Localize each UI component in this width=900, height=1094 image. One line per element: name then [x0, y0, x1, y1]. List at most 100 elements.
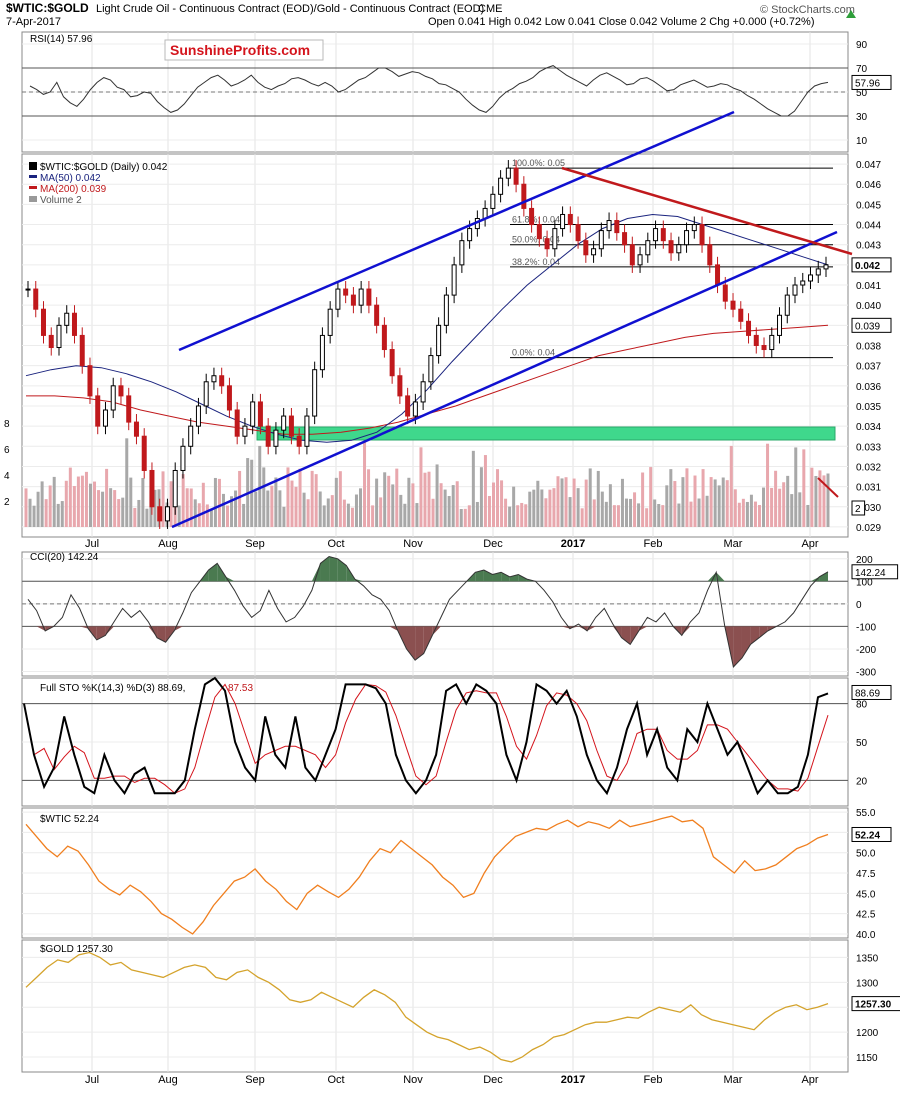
candle-body	[374, 304, 380, 326]
volume-bar	[294, 486, 298, 527]
candle-body	[567, 213, 573, 226]
month-label: Nov	[403, 1074, 423, 1086]
volume-bar	[234, 490, 238, 527]
volume-bar	[141, 478, 145, 527]
price-tick: 0.037	[856, 362, 881, 373]
cci-tick: -200	[856, 645, 876, 656]
candle-body	[33, 288, 39, 310]
volume-bar	[604, 501, 608, 527]
volume-bar	[633, 492, 637, 527]
volume-bar	[282, 506, 286, 527]
volume-bar	[766, 443, 770, 527]
volume-bar	[629, 498, 633, 527]
candle-body	[521, 183, 527, 209]
month-label: Mar	[724, 1074, 743, 1086]
candle-body	[622, 232, 628, 246]
candle-body	[242, 425, 248, 437]
volume-bar	[193, 499, 197, 527]
volume-bar	[310, 470, 314, 527]
candle-body	[195, 405, 201, 427]
sto-tick: 80	[856, 700, 868, 711]
candle-body	[296, 435, 302, 447]
sto-d-line	[23, 683, 829, 794]
candle-body	[451, 264, 457, 296]
price-tick: 0.030	[856, 503, 881, 514]
month-label: Apr	[801, 1074, 818, 1086]
volume-bar	[709, 477, 713, 527]
candle-body	[552, 228, 558, 250]
volume-bar	[685, 468, 689, 527]
candle-body	[219, 375, 225, 387]
cci-pos-fill	[217, 563, 226, 582]
rsi-tick: 70	[856, 64, 868, 75]
cci-neg-fill	[741, 626, 751, 658]
candle-body	[234, 409, 240, 437]
volume-bar	[528, 491, 532, 527]
volume-bar	[205, 504, 209, 527]
volume-bar	[467, 505, 471, 527]
sto-title: Full STO %K(14,3) %D(3) 88.69,	[40, 683, 185, 694]
volume-bar	[326, 498, 330, 527]
volume-bar	[572, 478, 576, 527]
candle-body	[397, 375, 403, 397]
gold-badge-box	[851, 996, 900, 1012]
volume-bar	[137, 499, 141, 527]
candle-body	[653, 228, 659, 242]
volume-bar	[786, 475, 790, 527]
fib-label: 0.0%: 0.04	[512, 348, 555, 358]
volume-badge-box	[851, 500, 866, 516]
volume-bar	[60, 501, 64, 527]
volume-bar	[657, 503, 661, 527]
volume-bar	[48, 485, 52, 527]
volume-bar	[177, 505, 181, 527]
volume-bar	[496, 469, 500, 527]
legend-swatch-ma50	[29, 175, 37, 178]
volume-bar	[725, 480, 729, 527]
candle-body	[490, 193, 496, 209]
candle-body	[505, 167, 511, 179]
volume-bar	[350, 507, 354, 527]
candle-body	[808, 274, 814, 282]
candle-body	[180, 445, 186, 471]
candle-body	[133, 421, 139, 437]
candle-body	[815, 268, 821, 276]
volume-bar	[447, 496, 451, 527]
candle-body	[730, 300, 736, 310]
candle-body	[265, 425, 271, 447]
volume-bar	[645, 508, 649, 527]
gold-tick: 1300	[856, 978, 879, 989]
candle-body	[312, 369, 318, 417]
candle-body	[319, 334, 325, 371]
ma200-badge: 0.039	[855, 321, 880, 332]
cci-neg-fill	[36, 626, 46, 631]
volume-bar	[568, 497, 572, 527]
price-tick: 0.047	[856, 160, 881, 171]
candle-body	[769, 334, 775, 351]
volume-tick: 6	[4, 445, 10, 456]
volume-bar	[262, 467, 266, 527]
volume-bar	[24, 488, 28, 527]
candle-body	[172, 469, 178, 508]
volume-bar	[84, 471, 88, 527]
volume-bar	[185, 488, 189, 527]
up-arrow-icon	[846, 10, 856, 18]
month-label: Aug	[158, 538, 178, 550]
candle-body	[560, 213, 566, 230]
month-label: Aug	[158, 1074, 178, 1086]
volume-bar	[616, 505, 620, 527]
volume-bar	[64, 480, 68, 527]
cci-tick: -300	[856, 667, 876, 678]
candle-body	[583, 240, 589, 256]
candle-body	[412, 401, 418, 417]
volume-bar	[363, 441, 367, 527]
legend-swatch-volume	[29, 196, 37, 202]
candle-body	[335, 288, 341, 310]
rsi-tick: 90	[856, 40, 868, 51]
volume-bar	[697, 498, 701, 527]
volume-bar	[669, 469, 673, 527]
candle-body	[629, 244, 635, 266]
candle-body	[358, 288, 364, 306]
candle-body	[645, 240, 651, 256]
volume-bar	[592, 499, 596, 527]
candle-body	[149, 469, 155, 508]
